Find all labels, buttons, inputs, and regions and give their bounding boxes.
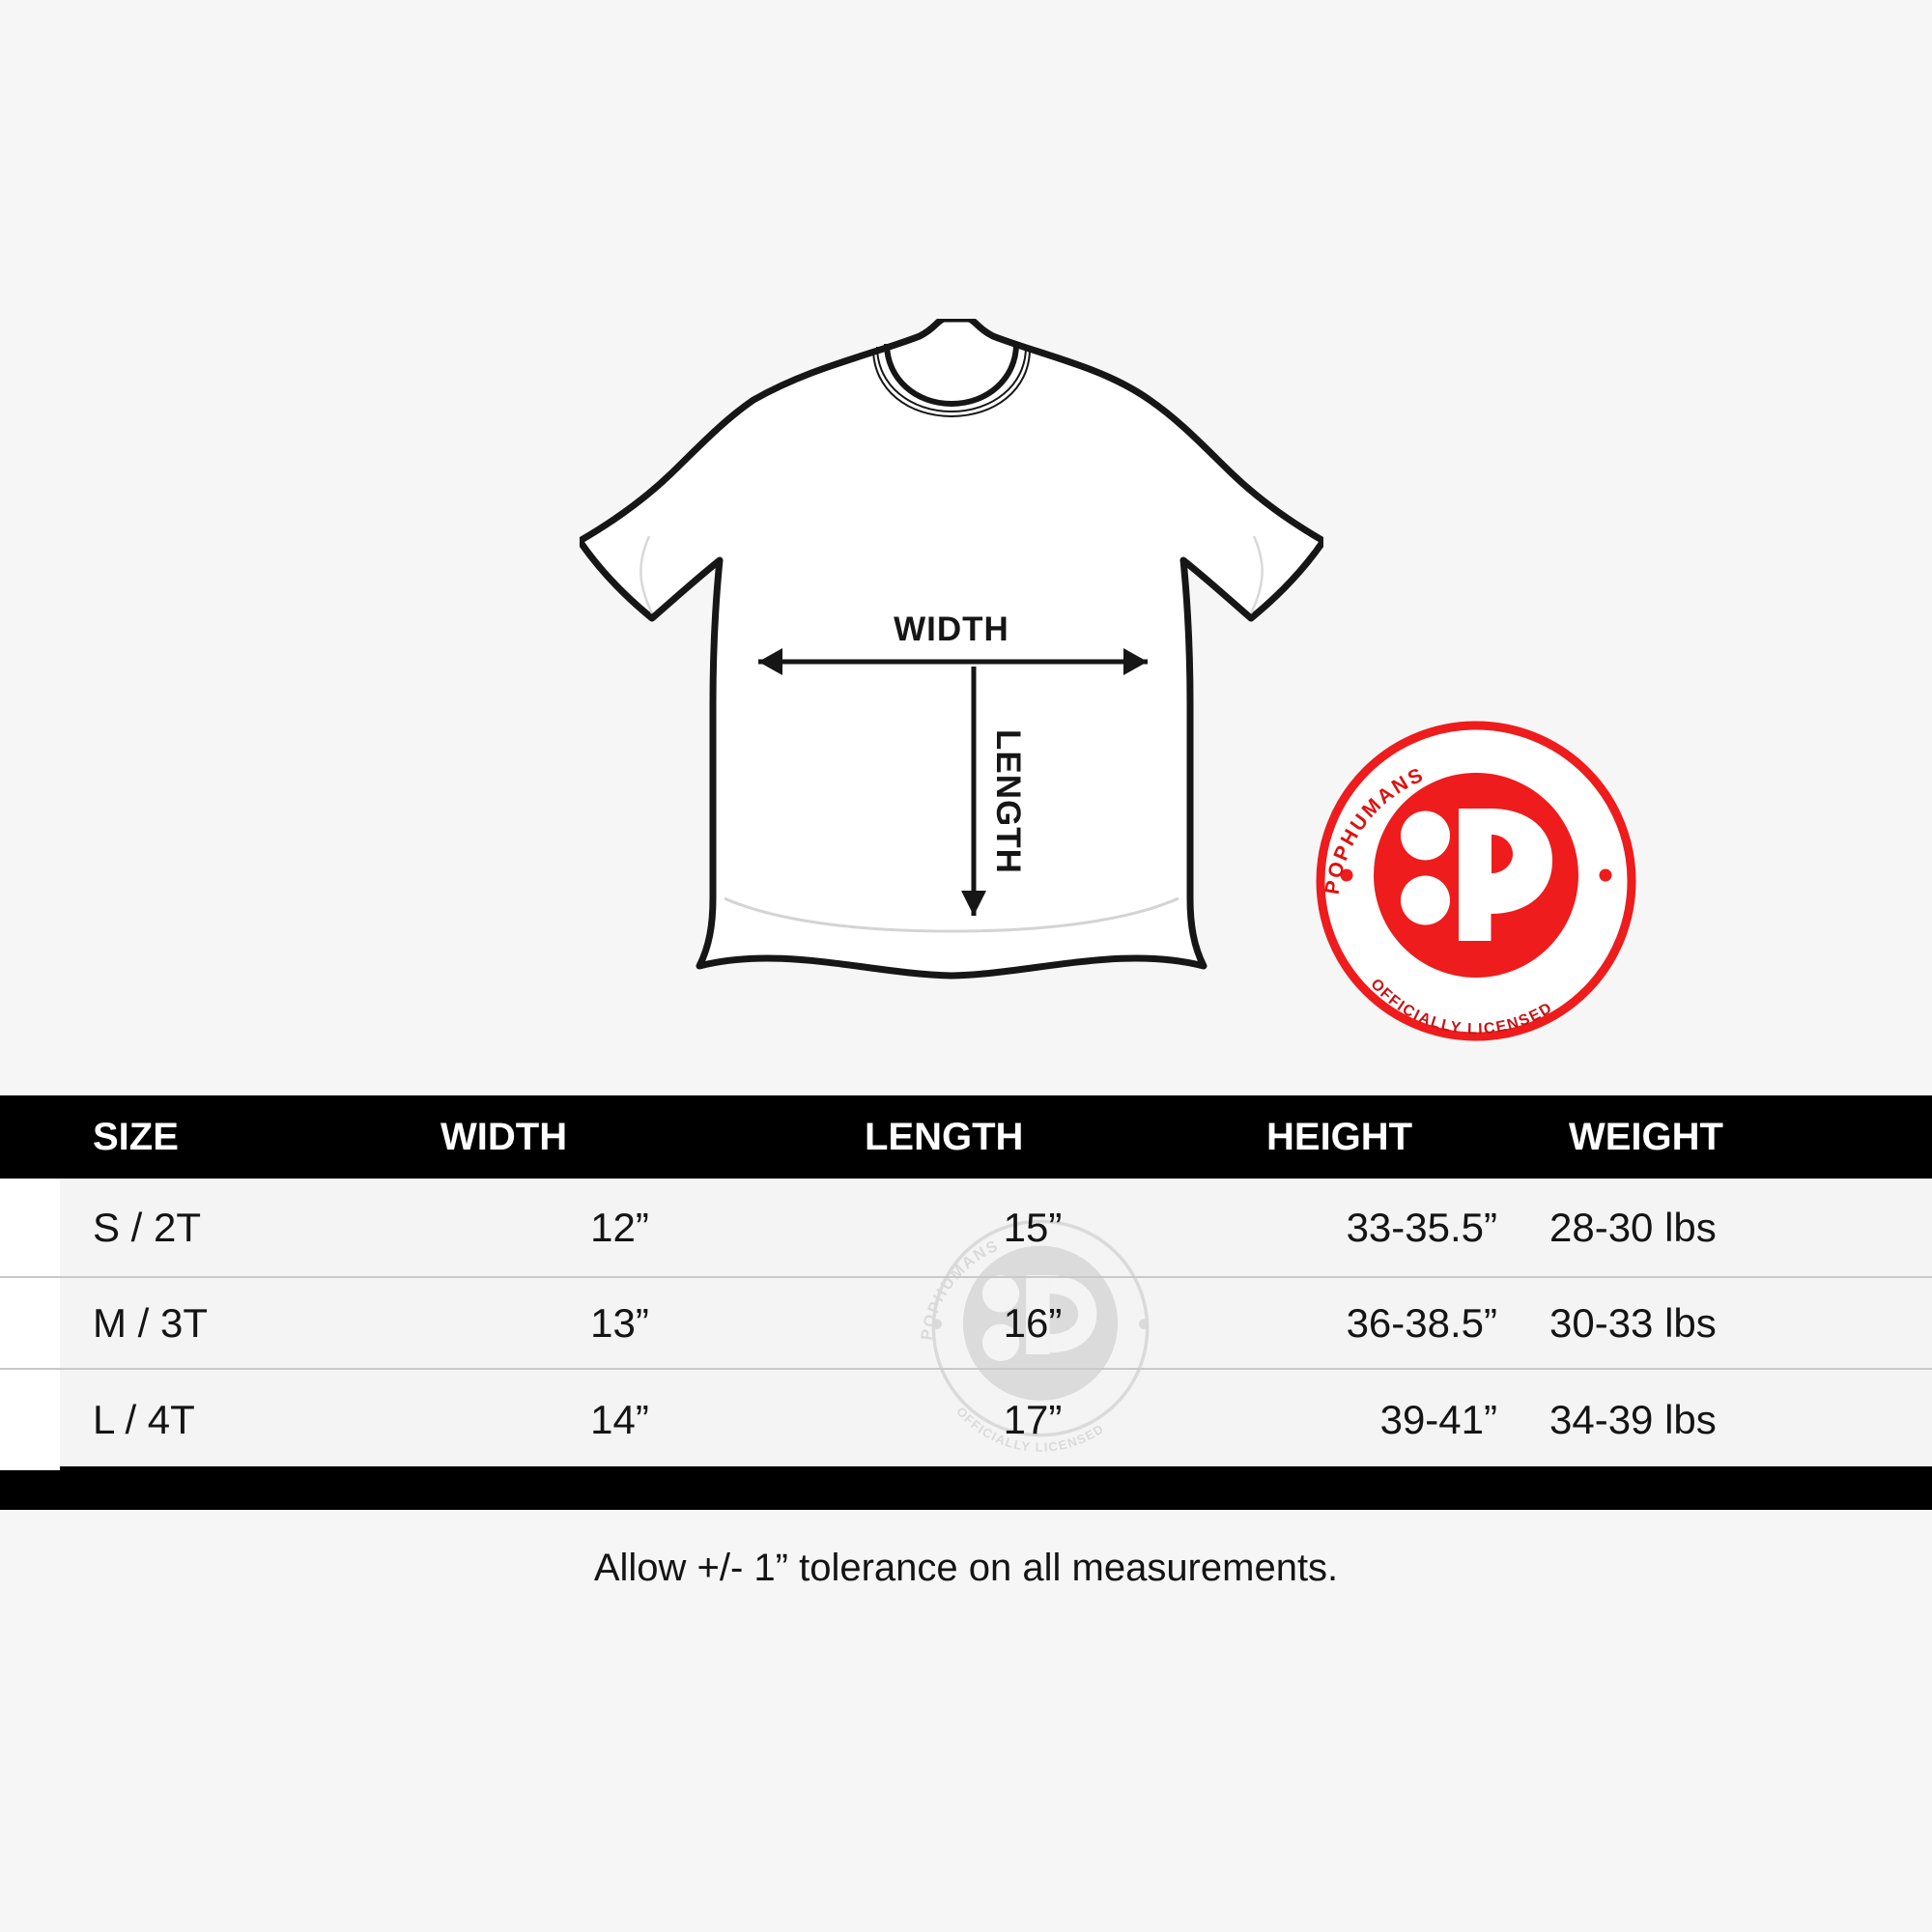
svg-text:WIDTH: WIDTH <box>894 611 1009 648</box>
svg-text:LENGTH: LENGTH <box>989 729 1027 874</box>
